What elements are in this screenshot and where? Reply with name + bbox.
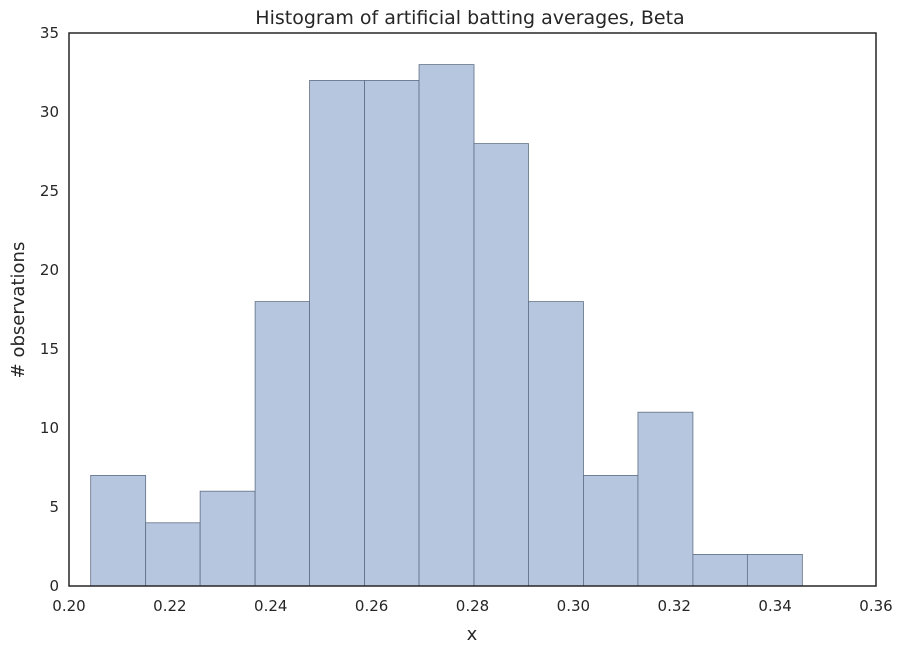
x-tick-label: 0.20 [52,597,85,615]
histogram-bar [692,554,748,587]
x-axis-label: x [467,624,478,645]
histogram-bar [583,474,639,587]
histogram-bar [418,64,475,587]
histogram-bar [528,301,584,587]
y-tick-label: 5 [49,498,59,516]
x-tick-label: 0.26 [355,597,388,615]
histogram-bar [637,411,694,587]
y-ticks-group: 0 5 10 15 20 25 30 35 [40,24,59,595]
histogram-bar [746,554,803,587]
x-tick-label: 0.32 [658,597,691,615]
bars-group [90,64,803,587]
y-tick-label: 20 [40,261,59,279]
y-tick-label: 15 [40,340,59,358]
chart-title: Histogram of artificial batting averages… [255,7,684,29]
x-tick-label: 0.30 [557,597,590,615]
x-tick-label: 0.28 [456,597,489,615]
plot-frame [68,32,877,587]
histogram-bar [90,474,147,587]
histogram-bar [473,143,529,587]
histogram-bar [364,80,420,587]
histogram-bar [309,80,365,587]
x-tick-label: 0.34 [758,597,791,615]
x-ticks-group: 0.20 0.22 0.24 0.26 0.28 0.30 0.32 0.34 0.36 [52,597,892,615]
y-tick-label: 25 [40,182,59,200]
y-tick-label: 10 [40,419,59,437]
histogram-bar [199,490,256,587]
y-tick-label: 30 [40,103,59,121]
x-tick-label: 0.22 [153,597,186,615]
x-tick-label: 0.24 [254,597,287,615]
histogram-bar [145,522,201,587]
histogram-bar [254,301,310,587]
y-axis-label: # observations [8,242,29,379]
x-tick-label: 0.36 [859,597,892,615]
y-tick-label: 0 [49,577,59,595]
y-tick-label: 35 [40,24,59,42]
